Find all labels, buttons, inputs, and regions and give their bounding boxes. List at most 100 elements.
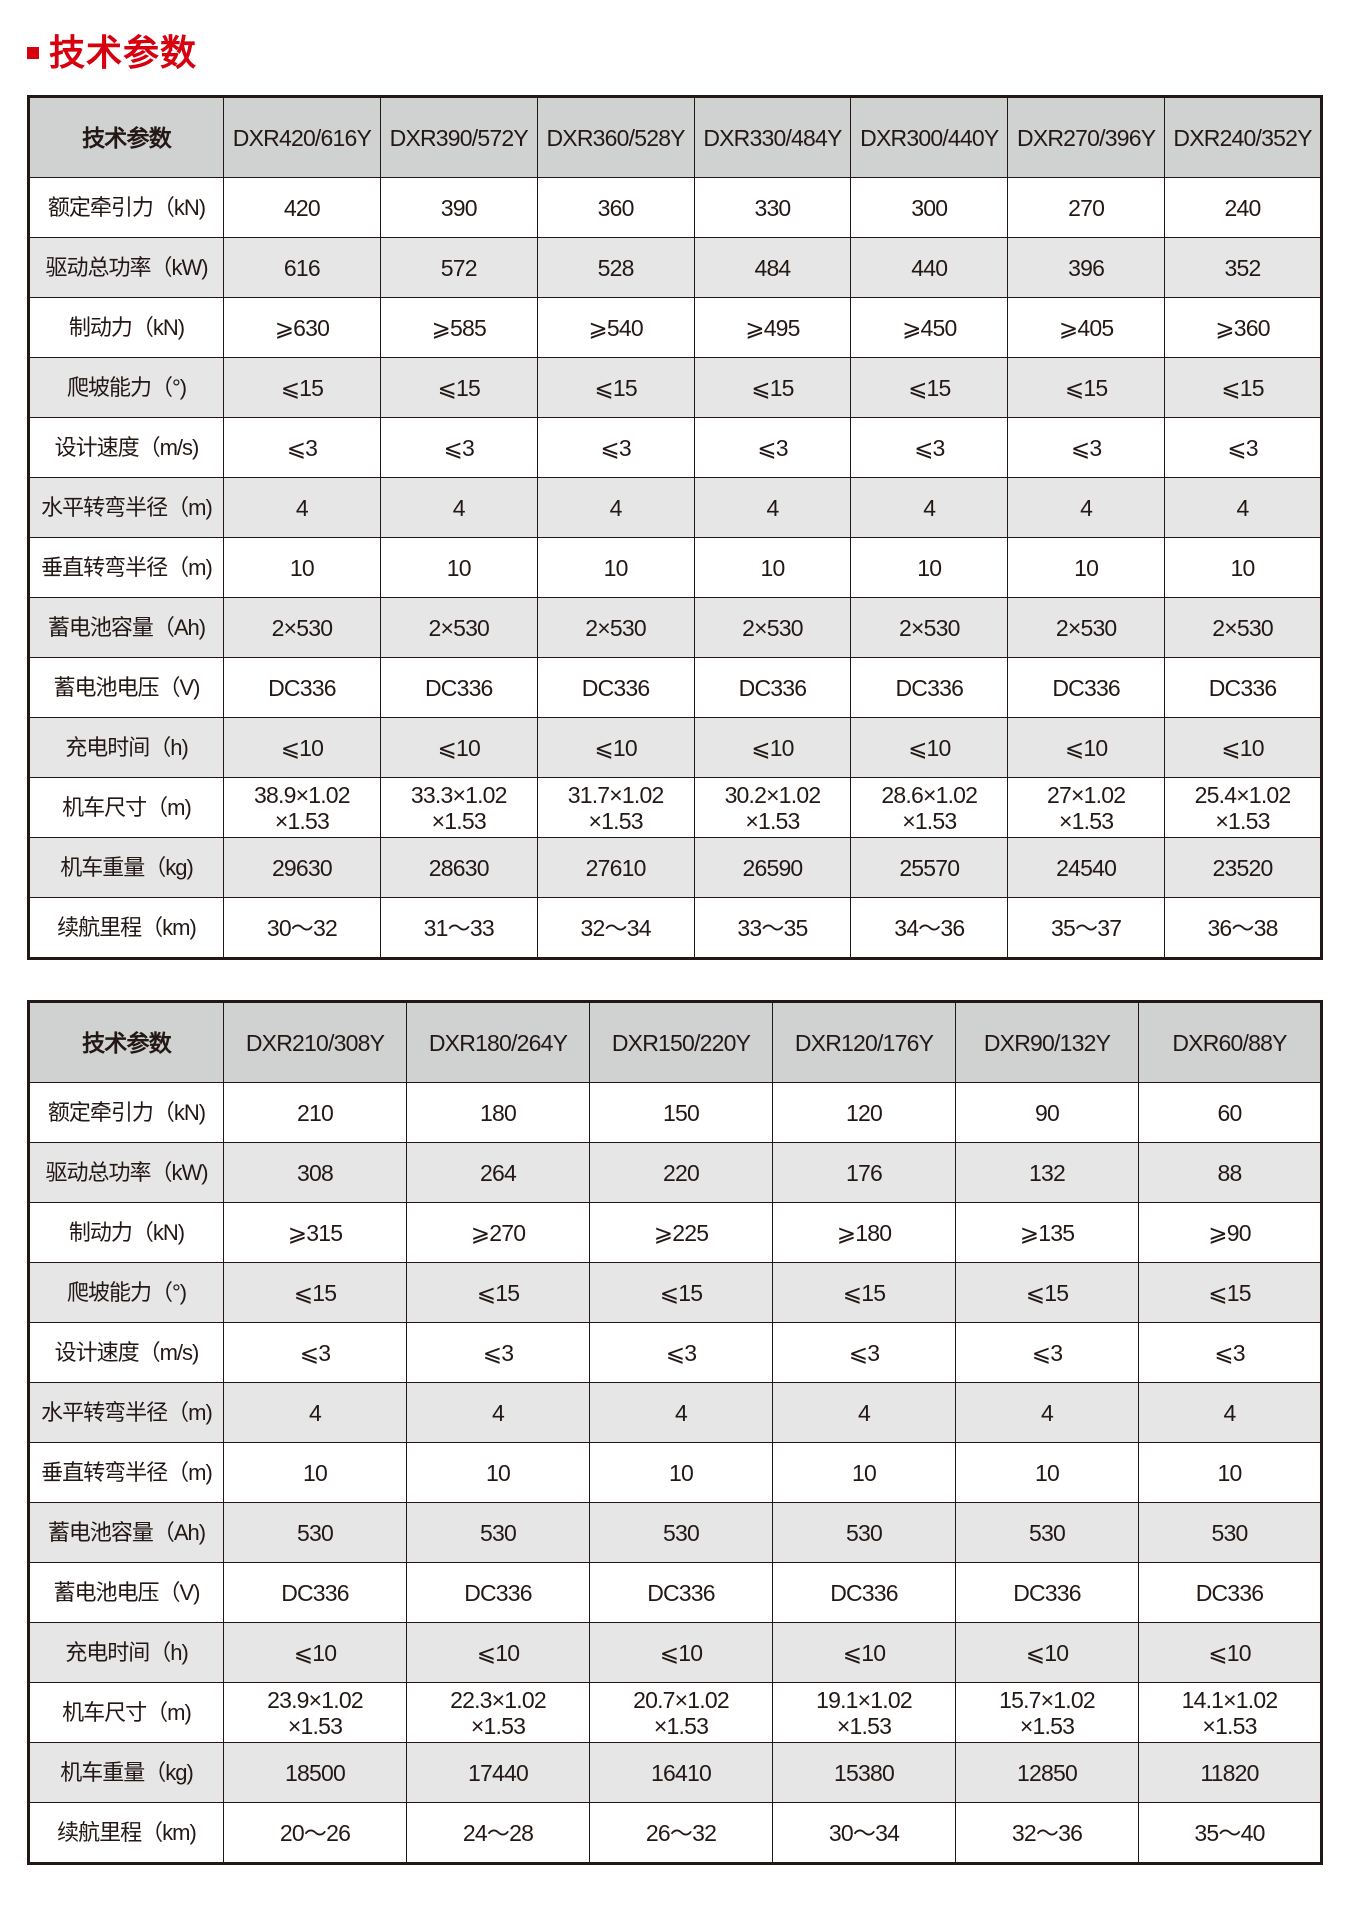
table-row: 额定牵引力（kN) 210 180 150 120 90 60 <box>28 1082 1322 1143</box>
spec-value: 25570 <box>850 837 1009 898</box>
header-row: 技术参数 DXR210/308Y DXR180/264Y DXR150/220Y DXR… <box>28 1001 1322 1083</box>
spec-value: 29630 <box>223 837 381 898</box>
spec-value: 4 <box>589 1382 773 1443</box>
table-row: 蓄电池电压（V) DC336 DC336 DC336 DC336 DC336 DC336 DC… <box>28 657 1322 718</box>
spec-value: 2×530 <box>536 597 695 658</box>
spec-value: ⩽10 <box>955 1622 1139 1683</box>
table-row: 爬坡能力（°) ⩽15 ⩽15 ⩽15 ⩽15 ⩽15 ⩽15 ⩽15 <box>28 357 1322 418</box>
table-row: 制动力（kN) ⩾630 ⩾585 ⩾540 ⩾495 ⩾450 ⩾405 ⩾360 <box>28 297 1322 358</box>
table-row: 续航里程（km) 20～26 24～28 26～32 30～34 32～36 35～40 <box>28 1802 1322 1864</box>
spec-value: 4 <box>223 1382 407 1443</box>
spec-value: ⩽15 <box>1164 357 1322 418</box>
model-header: DXR120/176Y <box>772 1001 956 1083</box>
spec-value: 10 <box>772 1442 956 1503</box>
spec-value: DC336 <box>223 1562 407 1623</box>
spec-value: 10 <box>406 1442 590 1503</box>
parameter-label: 爬坡能力（°) <box>28 1262 224 1323</box>
spec-value: 10 <box>379 537 538 598</box>
spec-value: 220 <box>589 1142 773 1203</box>
spec-value: 10 <box>1007 537 1166 598</box>
parameter-label: 蓄电池电压（V) <box>28 657 224 718</box>
spec-value: ⩾270 <box>406 1202 590 1263</box>
parameter-label: 机车重量（kg) <box>28 1742 224 1803</box>
spec-value: 30.2×1.02 ×1.53 <box>693 777 852 838</box>
table-row: 水平转弯半径（m) 4 4 4 4 4 4 <box>28 1382 1322 1443</box>
spec-value: DC336 <box>772 1562 956 1623</box>
spec-value: ⩽15 <box>589 1262 773 1323</box>
spec-value: 150 <box>589 1082 773 1143</box>
header-row: 技术参数 DXR420/616Y DXR390/572Y DXR360/528Y DXR… <box>28 96 1322 178</box>
spec-value: 22.3×1.02 ×1.53 <box>406 1682 590 1743</box>
spec-value: 28630 <box>379 837 538 898</box>
spec-value: 33.3×1.02 ×1.53 <box>379 777 538 838</box>
parameter-label: 设计速度（m/s) <box>28 417 224 478</box>
spec-value: 2×530 <box>1007 597 1166 658</box>
spec-value: DC336 <box>223 657 381 718</box>
spec-value: ⩾360 <box>1164 297 1322 358</box>
spec-value: 35～37 <box>1007 897 1166 959</box>
spec-value: ⩽10 <box>1007 717 1166 778</box>
table-row: 水平转弯半径（m) 4 4 4 4 4 4 4 <box>28 477 1322 538</box>
spec-value: ⩽15 <box>772 1262 956 1323</box>
spec-value: ⩽3 <box>1164 417 1322 478</box>
spec-value: ⩽10 <box>406 1622 590 1683</box>
spec-value: 23.9×1.02 ×1.53 <box>223 1682 407 1743</box>
spec-value: ⩽10 <box>223 717 381 778</box>
model-header: DXR180/264Y <box>406 1001 590 1083</box>
spec-value: 616 <box>223 237 381 298</box>
spec-value: ⩽10 <box>379 717 538 778</box>
table-row: 制动力（kN) ⩾315 ⩾270 ⩾225 ⩾180 ⩾135 ⩾90 <box>28 1202 1322 1263</box>
parameter-label: 爬坡能力（°) <box>28 357 224 418</box>
spec-value: 2×530 <box>223 597 381 658</box>
spec-value: 2×530 <box>1164 597 1322 658</box>
spec-value: 270 <box>1007 177 1166 238</box>
spec-value: ⩾405 <box>1007 297 1166 358</box>
spec-value: 27610 <box>536 837 695 898</box>
spec-value: DC336 <box>850 657 1009 718</box>
table-row: 驱动总功率（kW) 616 572 528 484 440 396 352 <box>28 237 1322 298</box>
spec-value: 20～26 <box>223 1802 407 1864</box>
spec-value: 10 <box>223 537 381 598</box>
parameter-label: 驱动总功率（kW) <box>28 1142 224 1203</box>
parameter-label: 续航里程（km) <box>28 897 224 959</box>
spec-table-1: 技术参数 DXR420/616Y DXR390/572Y DXR360/528Y DXR… <box>27 95 1323 960</box>
spec-value: 26～32 <box>589 1802 773 1864</box>
spec-value: DC336 <box>536 657 695 718</box>
spec-value: 36～38 <box>1164 897 1322 959</box>
parameter-label: 垂直转弯半径（m) <box>28 1442 224 1503</box>
spec-value: ⩽10 <box>1138 1622 1322 1683</box>
table-row: 设计速度（m/s) ⩽3 ⩽3 ⩽3 ⩽3 ⩽3 ⩽3 <box>28 1322 1322 1383</box>
spec-value: 88 <box>1138 1142 1322 1203</box>
spec-value: 10 <box>850 537 1009 598</box>
spec-value: 4 <box>693 477 852 538</box>
model-header: DXR90/132Y <box>955 1001 1139 1083</box>
spec-value: ⩽15 <box>223 357 381 418</box>
spec-value: 352 <box>1164 237 1322 298</box>
spec-value: 4 <box>406 1382 590 1443</box>
parameter-label: 驱动总功率（kW) <box>28 237 224 298</box>
spec-value: ⩽10 <box>536 717 695 778</box>
table-row: 驱动总功率（kW) 308 264 220 176 132 88 <box>28 1142 1322 1203</box>
spec-value: 10 <box>536 537 695 598</box>
spec-value: ⩽3 <box>536 417 695 478</box>
spec-value: ⩽15 <box>406 1262 590 1323</box>
spec-value: ⩽10 <box>1164 717 1322 778</box>
spec-value: ⩽3 <box>955 1322 1139 1383</box>
spec-value: 210 <box>223 1082 407 1143</box>
spec-value: ⩽3 <box>1007 417 1166 478</box>
model-header: DXR390/572Y <box>379 96 538 178</box>
spec-value: DC336 <box>1007 657 1166 718</box>
spec-value: 10 <box>589 1442 773 1503</box>
spec-value: ⩽3 <box>850 417 1009 478</box>
spec-value: 30～34 <box>772 1802 956 1864</box>
spec-value: 24～28 <box>406 1802 590 1864</box>
spec-value: 300 <box>850 177 1009 238</box>
table-row: 蓄电池容量（Ah) 530 530 530 530 530 530 <box>28 1502 1322 1563</box>
spec-value: ⩽3 <box>1138 1322 1322 1383</box>
spec-value: 360 <box>536 177 695 238</box>
spec-value: 4 <box>1007 477 1166 538</box>
section-title: 技术参数 <box>27 28 197 73</box>
spec-value: 4 <box>379 477 538 538</box>
spec-value: 132 <box>955 1142 1139 1203</box>
parameter-label: 制动力（kN) <box>28 1202 224 1263</box>
